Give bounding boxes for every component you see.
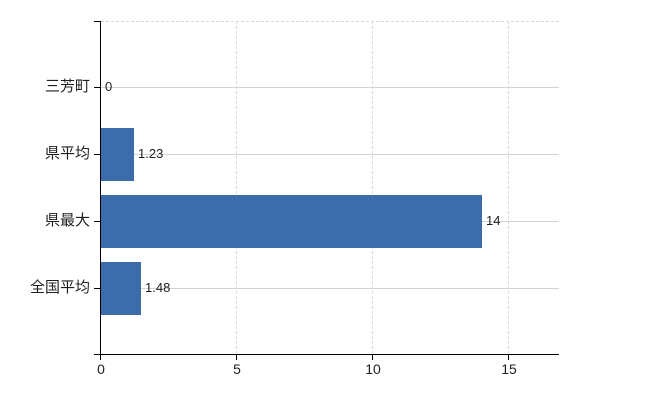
y-axis-tick — [94, 221, 100, 222]
h-gridline — [101, 87, 559, 88]
category-label: 三芳町 — [44, 78, 90, 95]
bar — [101, 195, 482, 248]
y-axis-tick — [94, 154, 100, 155]
y-axis-end-tick — [94, 21, 100, 22]
bar-value-label: 0 — [105, 79, 113, 94]
y-axis-tick — [94, 87, 100, 88]
x-axis-line — [94, 354, 559, 355]
y-axis-line — [100, 21, 101, 355]
x-axis-tick — [236, 355, 237, 360]
bar-value-label: 1.48 — [145, 280, 171, 295]
bar-value-label: 1.23 — [138, 146, 164, 161]
bar — [101, 262, 141, 315]
x-tick-label: 10 — [365, 361, 381, 377]
x-axis-tick — [100, 355, 101, 360]
category-label: 全国平均 — [29, 279, 90, 296]
v-gridline — [508, 21, 509, 354]
category-label: 県最大 — [44, 212, 90, 229]
x-axis-tick — [372, 355, 373, 360]
bar-value-label: 14 — [486, 213, 501, 228]
v-gridline — [236, 21, 237, 354]
x-tick-label: 0 — [97, 361, 105, 377]
plot-top-gridline — [101, 21, 559, 22]
h-gridline — [101, 288, 559, 289]
x-axis-tick — [508, 355, 509, 360]
category-label: 県平均 — [44, 145, 90, 162]
v-gridline — [372, 21, 373, 354]
x-tick-label: 5 — [233, 361, 241, 377]
h-gridline — [101, 154, 559, 155]
y-axis-tick — [94, 288, 100, 289]
bar — [101, 128, 134, 181]
x-tick-label: 15 — [501, 361, 517, 377]
